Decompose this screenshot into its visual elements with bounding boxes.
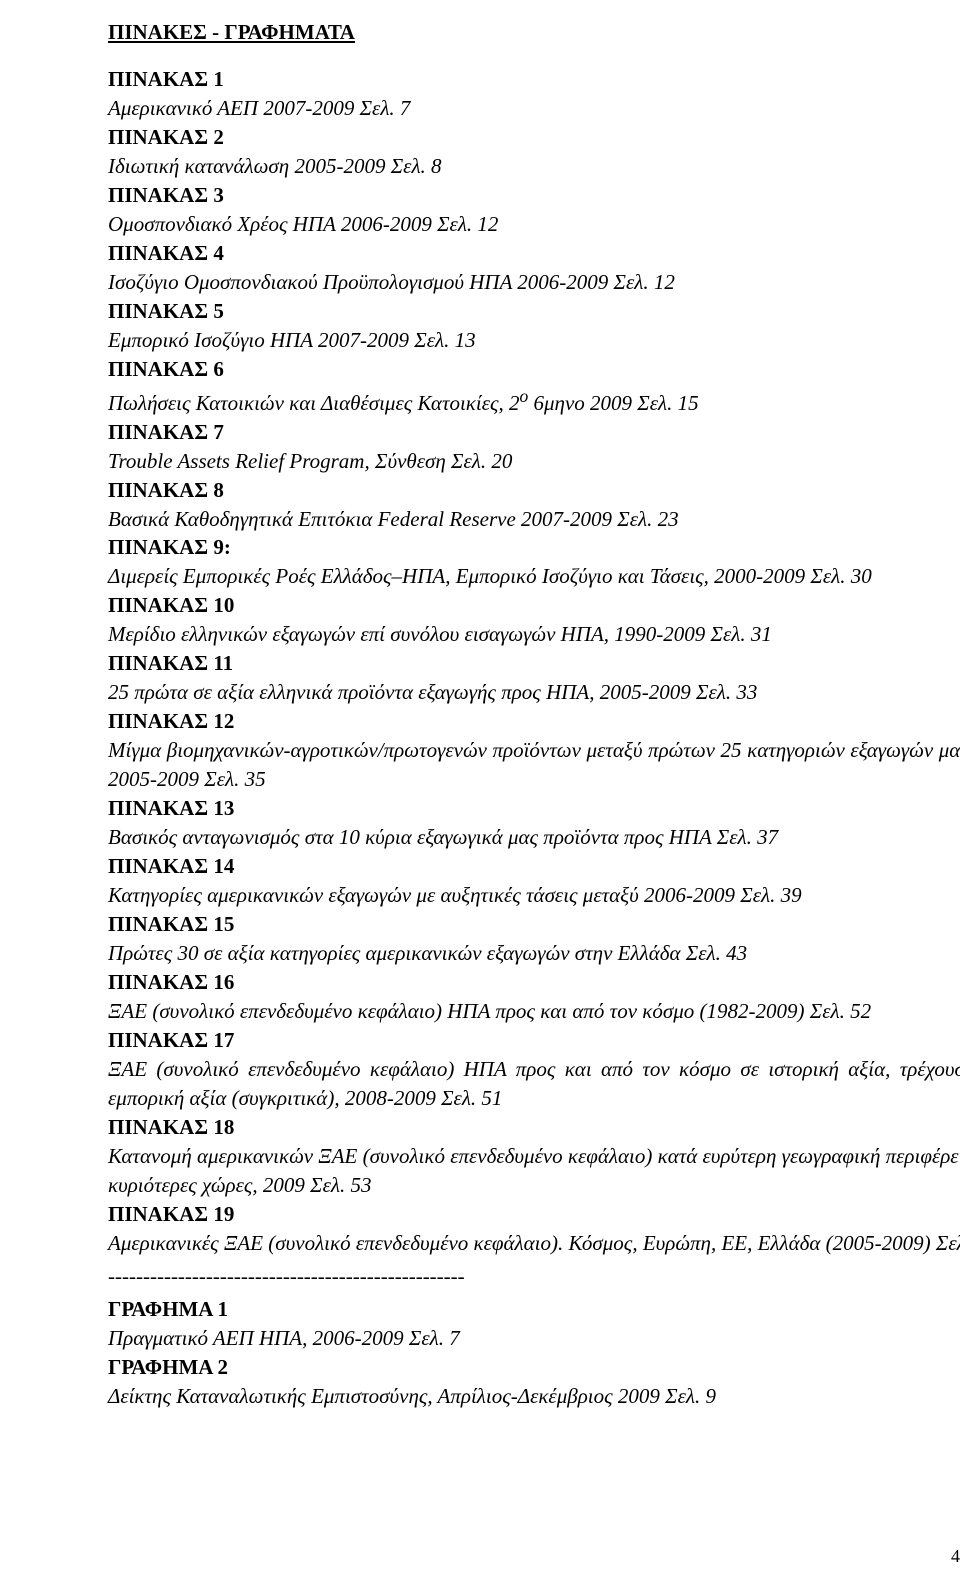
entry-heading: ΠΙΝΑΚΑΣ 12 [108, 707, 960, 736]
entry-heading: ΠΙΝΑΚΑΣ 14 [108, 852, 960, 881]
entry-heading: ΓΡΑΦΗΜΑ 1 [108, 1295, 960, 1324]
entry-heading: ΠΙΝΑΚΑΣ 1 [108, 65, 960, 94]
list-item: ΠΙΝΑΚΑΣ 8Βασικά Καθοδηγητικά Επιτόκια Fe… [108, 476, 960, 534]
entry-heading: ΠΙΝΑΚΑΣ 17 [108, 1026, 960, 1055]
page-title: ΠΙΝΑΚΕΣ - ΓΡΑΦΗΜΑΤΑ [108, 18, 960, 47]
list-item: ΠΙΝΑΚΑΣ 17ΞΑΕ (συνολικό επενδεδυμένο κεφ… [108, 1026, 960, 1113]
entry-heading: ΠΙΝΑΚΑΣ 9: [108, 533, 960, 562]
entry-heading: ΠΙΝΑΚΑΣ 7 [108, 418, 960, 447]
entry-description: 25 πρώτα σε αξία ελληνικά προϊόντα εξαγω… [108, 680, 757, 704]
list-item: ΠΙΝΑΚΑΣ 1125 πρώτα σε αξία ελληνικά προϊ… [108, 649, 960, 707]
entry-heading: ΠΙΝΑΚΑΣ 8 [108, 476, 960, 505]
page-number: 4 [951, 1544, 960, 1569]
entry-heading: ΠΙΝΑΚΑΣ 11 [108, 649, 960, 678]
list-item: ΠΙΝΑΚΑΣ 9:Διμερείς Εμπορικές Ροές Ελλάδο… [108, 533, 960, 591]
list-item: ΠΙΝΑΚΑΣ 2Ιδιωτική κατανάλωση 2005-2009 Σ… [108, 123, 960, 181]
entry-description: Βασικά Καθοδηγητικά Επιτόκια Federal Res… [108, 507, 679, 531]
list-item: ΠΙΝΑΚΑΣ 5Εμπορικό Ισοζύγιο ΗΠΑ 2007-2009… [108, 297, 960, 355]
grafimata-list: ΓΡΑΦΗΜΑ 1Πραγματικό ΑΕΠ ΗΠΑ, 2006-2009 Σ… [108, 1295, 960, 1411]
entry-description: Μίγμα βιομηχανικών-αγροτικών/πρωτογενών … [108, 736, 960, 794]
entry-heading: ΠΙΝΑΚΑΣ 15 [108, 910, 960, 939]
entry-description: Μερίδιο ελληνικών εξαγωγών επί συνόλου ε… [108, 622, 772, 646]
list-item: ΠΙΝΑΚΑΣ 13Βασικός ανταγωνισμός στα 10 κύ… [108, 794, 960, 852]
entry-description: Πρώτες 30 σε αξία κατηγορίες αμερικανικώ… [108, 941, 747, 965]
entry-heading: ΠΙΝΑΚΑΣ 2 [108, 123, 960, 152]
entry-description: Αμερικανικό ΑΕΠ 2007-2009 Σελ. 7 [108, 96, 410, 120]
entry-heading: ΠΙΝΑΚΑΣ 19 [108, 1200, 960, 1229]
entry-heading: ΠΙΝΑΚΑΣ 3 [108, 181, 960, 210]
list-item: ΠΙΝΑΚΑΣ 16ΞΑΕ (συνολικό επενδεδυμένο κεφ… [108, 968, 960, 1026]
entry-description: Διμερείς Εμπορικές Ροές Ελλάδος–ΗΠΑ, Εμπ… [108, 564, 872, 588]
entry-heading: ΠΙΝΑΚΑΣ 13 [108, 794, 960, 823]
pinakes-list: ΠΙΝΑΚΑΣ 1Αμερικανικό ΑΕΠ 2007-2009 Σελ. … [108, 65, 960, 1258]
entry-description: Trouble Assets Relief Program, Σύνθεση Σ… [108, 449, 512, 473]
entry-description: Ισοζύγιο Ομοσπονδιακού Προϋπολογισμού ΗΠ… [108, 270, 675, 294]
list-item: ΠΙΝΑΚΑΣ 1Αμερικανικό ΑΕΠ 2007-2009 Σελ. … [108, 65, 960, 123]
list-item: ΠΙΝΑΚΑΣ 10Μερίδιο ελληνικών εξαγωγών επί… [108, 591, 960, 649]
entry-heading: ΠΙΝΑΚΑΣ 18 [108, 1113, 960, 1142]
entry-description: Κατηγορίες αμερικανικών εξαγωγών με αυξη… [108, 883, 802, 907]
entry-description: Βασικός ανταγωνισμός στα 10 κύρια εξαγωγ… [108, 825, 778, 849]
list-item: ΠΙΝΑΚΑΣ 19Αμερικανικές ΞΑΕ (συνολικό επε… [108, 1200, 960, 1258]
entry-description: Δείκτης Καταναλωτικής Εμπιστοσύνης, Απρί… [108, 1384, 716, 1408]
list-item: ΠΙΝΑΚΑΣ 7Trouble Assets Relief Program, … [108, 418, 960, 476]
list-item: ΠΙΝΑΚΑΣ 6 Πωλήσεις Κατοικιών και Διαθέσιμ… [108, 355, 960, 418]
list-item: ΓΡΑΦΗΜΑ 1Πραγματικό ΑΕΠ ΗΠΑ, 2006-2009 Σ… [108, 1295, 960, 1353]
list-item: ΠΙΝΑΚΑΣ 4Ισοζύγιο Ομοσπονδιακού Προϋπολο… [108, 239, 960, 297]
list-item: ΠΙΝΑΚΑΣ 14Κατηγορίες αμερικανικών εξαγωγ… [108, 852, 960, 910]
entry-description: Εμπορικό Ισοζύγιο ΗΠΑ 2007-2009 Σελ. 13 [108, 328, 476, 352]
entry-description: Κατανομή αμερικανικών ΞΑΕ (συνολικό επεν… [108, 1144, 960, 1197]
entry-description: Αμερικανικές ΞΑΕ (συνολικό επενδεδυμένο … [108, 1229, 960, 1258]
entry-heading: ΠΙΝΑΚΑΣ 4 [108, 239, 960, 268]
entry-description: Πωλήσεις Κατοικιών και Διαθέσιμες Κατοικ… [108, 391, 699, 415]
list-item: ΠΙΝΑΚΑΣ 12Μίγμα βιομηχανικών-αγροτικών/π… [108, 707, 960, 794]
entry-description: Ομοσπονδιακό Χρέος ΗΠΑ 2006-2009 Σελ. 12 [108, 212, 498, 236]
entry-description: Πραγματικό ΑΕΠ ΗΠΑ, 2006-2009 Σελ. 7 [108, 1326, 460, 1350]
entry-heading: ΓΡΑΦΗΜΑ 2 [108, 1353, 960, 1382]
entry-description: Ιδιωτική κατανάλωση 2005-2009 Σελ. 8 [108, 154, 442, 178]
entry-heading: ΠΙΝΑΚΑΣ 6 [108, 355, 960, 384]
page-container: ΠΙΝΑΚΕΣ - ΓΡΑΦΗΜΑΤΑ ΠΙΝΑΚΑΣ 1Αμερικανικό… [108, 18, 960, 1589]
entry-heading: ΠΙΝΑΚΑΣ 5 [108, 297, 960, 326]
entry-description: ΞΑΕ (συνολικό επενδεδυμένο κεφάλαιο) ΗΠΑ… [108, 1055, 960, 1113]
list-item: ΠΙΝΑΚΑΣ 15Πρώτες 30 σε αξία κατηγορίες α… [108, 910, 960, 968]
entry-heading: ΠΙΝΑΚΑΣ 10 [108, 591, 960, 620]
list-item: ΠΙΝΑΚΑΣ 3Ομοσπονδιακό Χρέος ΗΠΑ 2006-200… [108, 181, 960, 239]
list-item: ΓΡΑΦΗΜΑ 2Δείκτης Καταναλωτικής Εμπιστοσύ… [108, 1353, 960, 1411]
separator-line: ----------------------------------------… [108, 1262, 960, 1291]
superscript: ο [520, 386, 529, 406]
list-item: ΠΙΝΑΚΑΣ 18Κατανομή αμερικανικών ΞΑΕ (συν… [108, 1113, 960, 1200]
entry-heading: ΠΙΝΑΚΑΣ 16 [108, 968, 960, 997]
entry-description: ΞΑΕ (συνολικό επενδεδυμένο κεφάλαιο) ΗΠΑ… [108, 999, 871, 1023]
